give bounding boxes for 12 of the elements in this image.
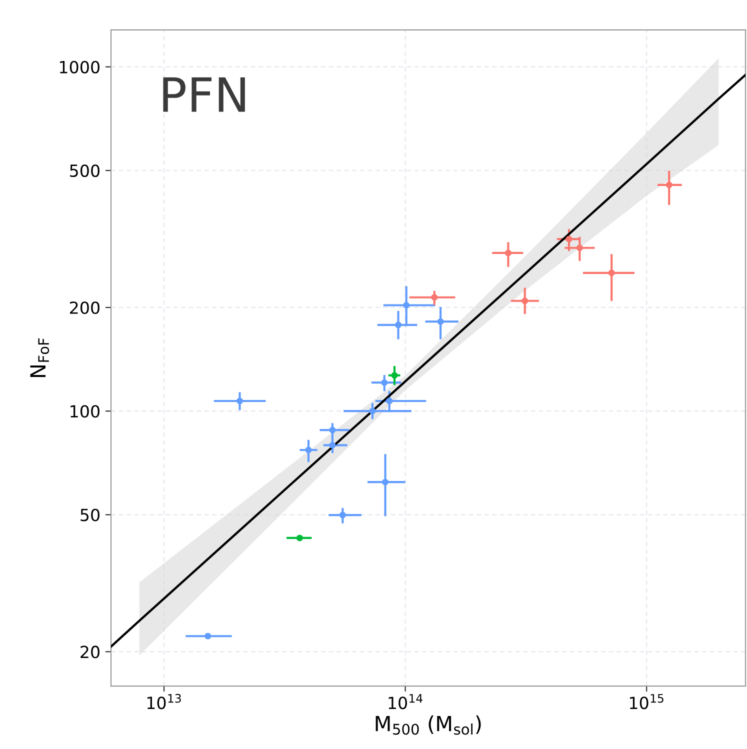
y-tick-label: 200 [70, 301, 100, 314]
annotation: PFN [163, 77, 245, 112]
x-tick-label: 10$^{15}$ [630, 694, 664, 710]
x-tick-label: 10$^{13}$ [147, 694, 181, 710]
y-tick-label: 20 [80, 646, 100, 658]
y-tick-label: 500 [70, 164, 100, 178]
y-axis-title: N$_{FoF}$ [30, 338, 50, 377]
y-tick-label: 100 [70, 405, 100, 418]
y-tick-label: 1000 [60, 60, 100, 74]
x-axis-title: M$_{500}$ (M$_{sol}$) [376, 715, 481, 735]
x-tick-label: 10$^{14}$ [388, 694, 422, 710]
y-tick-label: 50 [80, 508, 100, 522]
